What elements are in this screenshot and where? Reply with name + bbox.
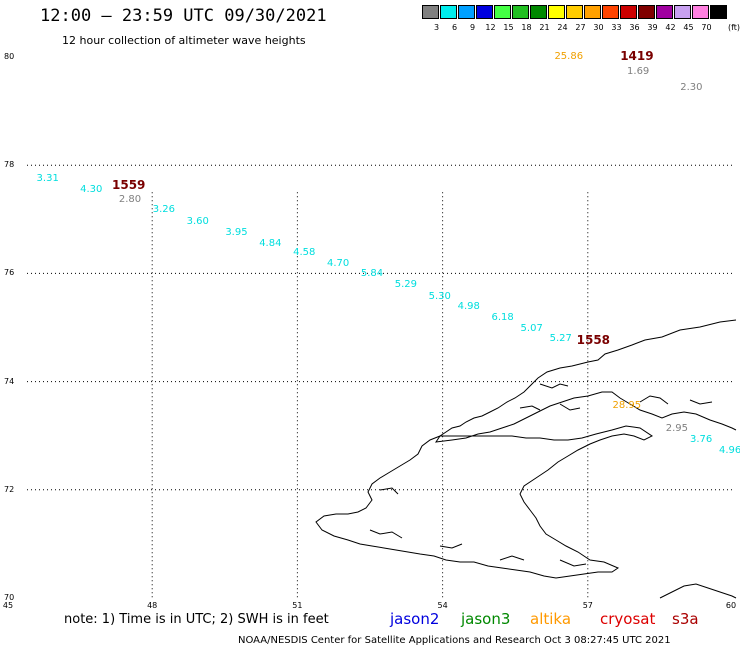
legend-label: 6 [451,23,458,32]
legend-swatch [674,5,691,19]
legend-swatch [584,5,601,19]
pass-time-label: 1419 [620,49,654,63]
wave-height-label: 5.27 [549,333,572,345]
legend-unit: (ft) [727,23,740,32]
legend-swatch [512,5,529,19]
satellite-label-jason3: jason3 [461,610,511,628]
coastline-mainland [659,583,737,599]
wave-height-label: 4.30 [80,183,103,195]
legend-label: 18 [521,23,532,32]
longitude-tick-label: 48 [147,601,158,610]
pass-time-label: 1558 [576,333,611,348]
wave-height-label: 5.84 [360,268,384,280]
legend-swatch [638,5,655,19]
legend-swatch [566,5,583,19]
legend-label: 42 [665,23,676,32]
legend-swatch [530,5,547,19]
wave-height-label: 3.76 [689,434,713,446]
legend-swatch [422,5,439,19]
legend-label: 33 [611,23,622,32]
legend-label: 30 [593,23,604,32]
satellite-label-cryosat: cryosat [600,610,656,628]
wave-height-label: 5.07 [520,322,543,334]
pass-time-label: 1559 [112,177,146,192]
coastline [315,319,737,599]
wave-height-label: 4.70 [326,258,350,270]
longitude-tick-label: 60 [725,601,737,610]
wave-height-label: 4.84 [259,237,282,249]
wave-height-label: 2.30 [680,82,703,94]
legend-swatch [548,5,565,19]
credit-line: NOAA/NESDIS Center for Satellite Applica… [238,635,671,646]
legend-swatch [710,5,727,19]
legend-swatch [620,5,637,19]
legend-label: 9 [469,23,476,32]
legend-label: 45 [683,23,694,32]
latitude-tick-label: 80 [4,52,15,61]
satellite-label-jason2: jason2 [390,610,440,628]
legend-label: 24 [557,23,568,32]
latitude-tick-label: 74 [4,376,15,386]
lat-lon-grid [27,164,733,598]
legend-label: 15 [503,23,514,32]
longitude-tick-label: 54 [437,601,448,610]
latitude-tick-label: 70 [4,593,15,602]
wave-height-label: 3.26 [152,204,175,216]
legend-label: 36 [629,23,640,32]
legend-swatch [440,5,457,19]
legend-label: 70 [701,23,712,32]
wave-height-label: 2.95 [665,423,689,435]
longitude-tick-label: 45 [2,601,14,610]
latitude-tick-label: 78 [4,160,15,170]
wave-height-label: 28.95 [612,399,642,411]
satellite-label-altika: altika [530,610,572,628]
coastline-south-island-detail [369,487,587,567]
wave-height-label: 5.30 [428,290,451,302]
wave-height-label: 3.31 [36,172,59,184]
map-title: 12:00 — 23:59 UTC 09/30/2021 [40,6,327,26]
latitude-tick-label: 72 [4,484,15,494]
legend-label: 12 [485,23,496,32]
longitude-tick-label: 51 [292,601,303,610]
legend-label: 21 [539,23,550,32]
legend-swatch [494,5,511,19]
legend-swatch [602,5,619,19]
legend-label: 27 [575,23,586,32]
coastline-south-island [315,425,653,579]
satellite-label-s3a: s3a [672,610,699,628]
wave-height-label: 2.80 [118,194,142,206]
legend-label: 3 [433,23,440,32]
wave-height-label: 4.98 [457,300,480,312]
wave-height-label: 3.95 [225,226,248,238]
wave-height-label: 3.60 [186,216,209,227]
longitude-tick-label: 57 [582,601,593,610]
wave-height-label: 4.58 [293,246,316,258]
legend-label: 39 [647,23,658,32]
wave-height-label: 5.29 [394,279,417,291]
legend-swatch [656,5,673,19]
coastline-north-island-inlets [519,383,713,411]
wave-height-label: 4.96 [719,444,740,456]
wave-height-label: 6.18 [491,311,514,323]
legend-swatch [692,5,709,19]
legend-swatch [458,5,475,19]
latitude-tick-label: 76 [4,268,15,278]
map-subtitle: 12 hour collection of altimeter wave hei… [62,34,306,47]
wave-height-label: 25.86 [554,51,584,62]
wave-height-label: 1.69 [627,65,650,77]
legend-swatch [476,5,493,19]
footnote: note: 1) Time is in UTC; 2) SWH is in fe… [64,612,329,627]
